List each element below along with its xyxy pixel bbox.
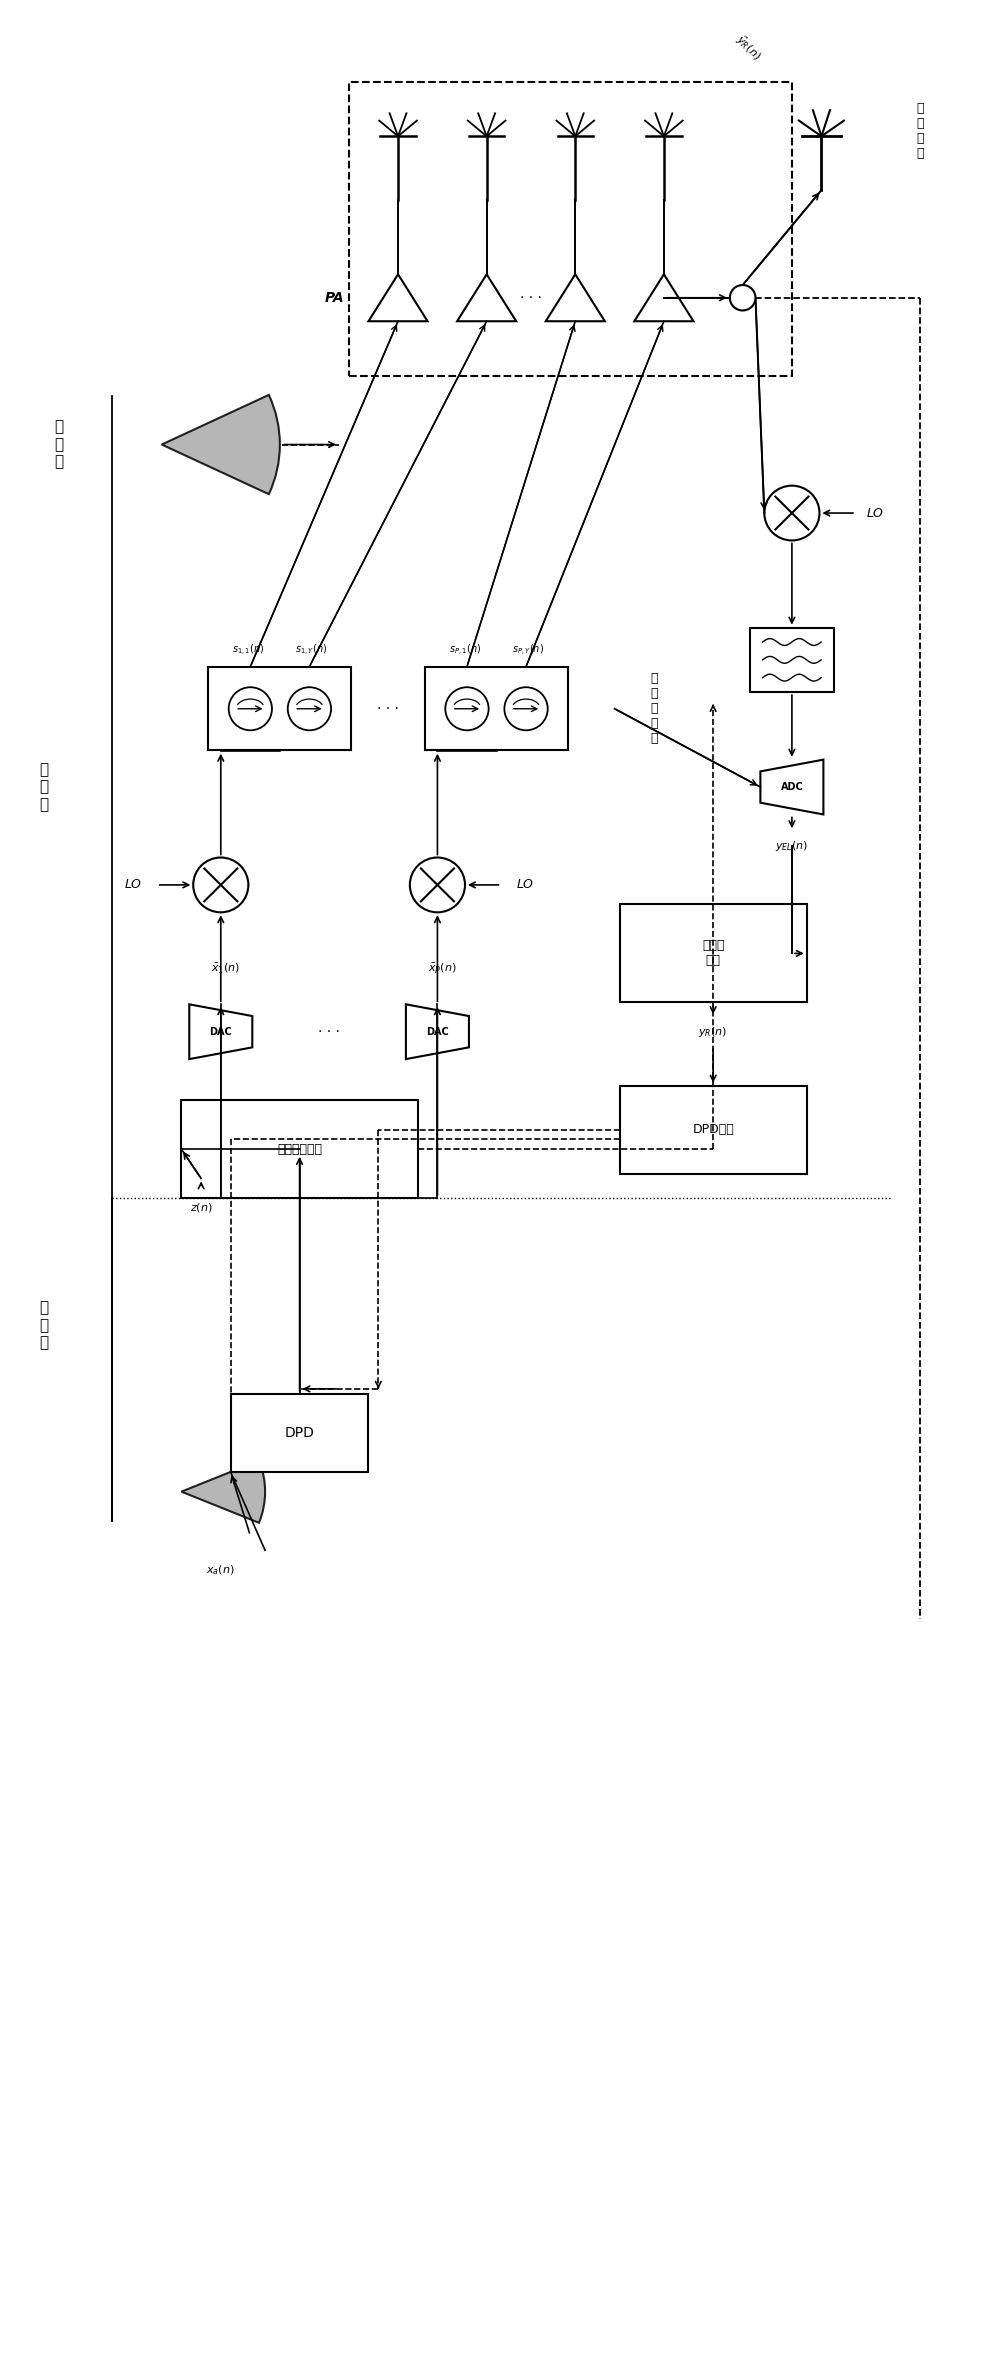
Text: 数
字
域: 数 字 域	[39, 1301, 48, 1351]
Text: $LO$: $LO$	[124, 879, 142, 891]
Text: ADC: ADC	[780, 783, 803, 792]
Bar	[620, 1087, 806, 1174]
Text: 接
收
天
线: 接 收 天 线	[917, 101, 923, 160]
Text: $LO$: $LO$	[516, 879, 534, 891]
Bar	[750, 627, 834, 691]
Text: DAC: DAC	[426, 1028, 449, 1037]
Wedge shape	[162, 396, 280, 495]
Text: $s_{1,Y}(n)$: $s_{1,Y}(n)$	[295, 643, 328, 658]
Text: DPD: DPD	[285, 1426, 315, 1440]
Text: 射
频
移
相
器: 射 频 移 相 器	[650, 672, 657, 745]
Text: $s_{P,1}(n)$: $s_{P,1}(n)$	[449, 643, 482, 658]
Text: $x_a(n)$: $x_a(n)$	[207, 1563, 235, 1577]
Text: $LO$: $LO$	[866, 507, 884, 519]
Bar	[620, 905, 806, 1002]
Text: · · ·: · · ·	[318, 1025, 340, 1039]
Text: $\bar{x}_P(n)$: $\bar{x}_P(n)$	[428, 962, 457, 976]
Text: PA: PA	[325, 290, 344, 304]
Text: DPD训练: DPD训练	[692, 1122, 734, 1136]
Text: · · ·: · · ·	[520, 290, 542, 304]
Text: · · ·: · · ·	[377, 702, 399, 717]
Text: $z(n)$: $z(n)$	[190, 1202, 213, 1214]
Text: $\tilde{y}_R(n)$: $\tilde{y}_R(n)$	[732, 33, 764, 64]
Bar	[349, 82, 791, 377]
Text: $s_{1,1}(n)$: $s_{1,1}(n)$	[232, 643, 264, 658]
Bar	[230, 1393, 368, 1473]
Text: $\bar{x}_1(n)$: $\bar{x}_1(n)$	[212, 962, 240, 976]
Text: DAC: DAC	[210, 1028, 232, 1037]
Wedge shape	[182, 1461, 265, 1523]
Text: 主波束
合成: 主波束 合成	[702, 940, 724, 966]
Text: $y_{EL}(n)$: $y_{EL}(n)$	[776, 839, 808, 853]
Text: $s_{P,Y}(n)$: $s_{P,Y}(n)$	[512, 643, 544, 658]
Bar	[425, 667, 568, 750]
Text: 数字基带编码: 数字基带编码	[277, 1143, 322, 1155]
Bar	[209, 667, 352, 750]
Circle shape	[730, 285, 756, 311]
Text: 模
拟
域: 模 拟 域	[39, 761, 48, 811]
Text: 主
波
束: 主 波 束	[54, 420, 63, 469]
Bar	[182, 1101, 418, 1197]
Text: $y_R(n)$: $y_R(n)$	[698, 1025, 728, 1039]
